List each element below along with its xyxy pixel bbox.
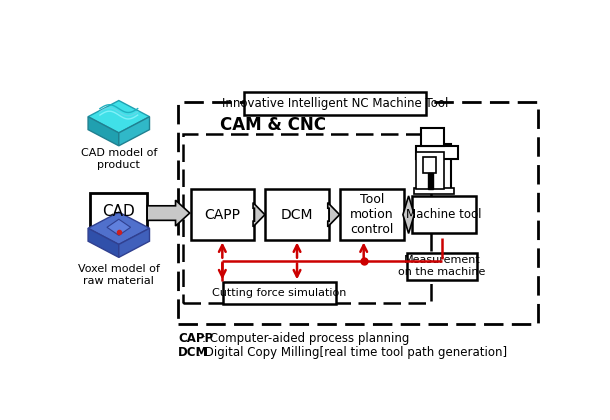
Polygon shape	[88, 228, 119, 257]
Bar	[412, 196, 476, 233]
Bar	[414, 188, 454, 194]
Bar	[415, 152, 444, 189]
Bar	[244, 92, 426, 115]
Bar	[415, 146, 458, 159]
Bar	[423, 157, 437, 173]
Text: : Digital Copy Milling[real time tool path generation]: : Digital Copy Milling[real time tool pa…	[197, 346, 507, 359]
FancyArrow shape	[253, 202, 265, 227]
Polygon shape	[107, 219, 131, 235]
Text: Measurement
on the machine: Measurement on the machine	[398, 255, 486, 277]
Text: DCM: DCM	[178, 346, 208, 359]
Bar	[223, 282, 336, 304]
Text: CAM & CNC: CAM & CNC	[220, 116, 326, 134]
FancyArrow shape	[328, 202, 340, 227]
Polygon shape	[88, 100, 149, 133]
Text: Innovative Intelligent NC Machine Tool: Innovative Intelligent NC Machine Tool	[222, 97, 448, 110]
Text: CAPP: CAPP	[178, 332, 213, 345]
Text: Machine tool: Machine tool	[406, 208, 481, 221]
Bar	[407, 252, 477, 280]
Text: : Computer-aided process planning: : Computer-aided process planning	[203, 332, 410, 345]
Polygon shape	[403, 196, 414, 234]
Text: Cutting force simulation: Cutting force simulation	[212, 288, 346, 298]
Text: Tool
motion
control: Tool motion control	[350, 193, 394, 236]
Bar	[182, 134, 431, 303]
Bar	[428, 173, 432, 189]
Text: CAD: CAD	[102, 204, 135, 219]
Text: CAPP: CAPP	[204, 207, 240, 221]
Bar	[265, 189, 329, 239]
Polygon shape	[88, 212, 149, 244]
Bar	[422, 144, 451, 189]
Polygon shape	[119, 117, 149, 146]
Bar	[422, 128, 444, 146]
Text: DCM: DCM	[281, 207, 314, 221]
Text: Voxel model of
raw material: Voxel model of raw material	[78, 264, 160, 286]
Bar	[90, 193, 147, 230]
Bar	[178, 102, 538, 324]
FancyArrow shape	[147, 200, 190, 226]
Bar	[191, 189, 254, 239]
Bar	[340, 189, 404, 239]
Polygon shape	[88, 117, 119, 146]
Text: CAD model of
product: CAD model of product	[81, 148, 157, 170]
Polygon shape	[119, 228, 149, 257]
